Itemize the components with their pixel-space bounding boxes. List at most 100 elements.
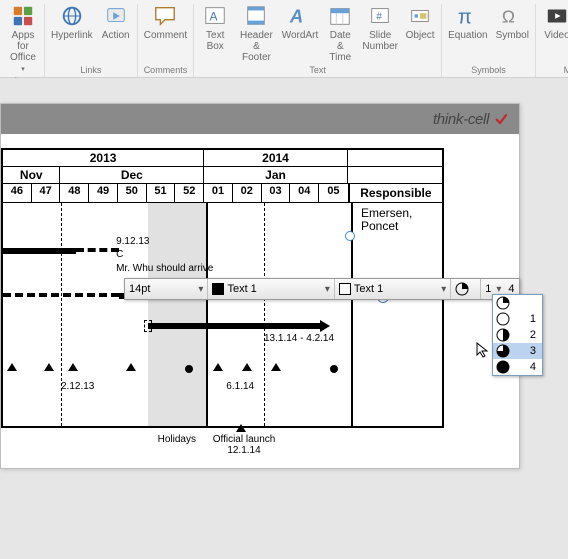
ribbon-hyperlink-button[interactable]: Hyperlink [51, 4, 93, 41]
format-fontsize-dropdown[interactable]: 14pt▾ [125, 279, 208, 299]
style-picker-value: 2 [516, 329, 536, 341]
gantt-week: 49 [89, 184, 118, 202]
ribbon-btn-label: Action [102, 30, 130, 41]
ribbon-object-button[interactable]: Object [405, 4, 435, 41]
ribbon-group-label: Symbols [471, 64, 506, 76]
gantt-task-bar[interactable] [3, 293, 119, 297]
pie-icon [496, 344, 510, 358]
ribbon: Apps forOffice ▾AppsHyperlink Action Links… [0, 0, 568, 78]
gantt-week: 03 [262, 184, 291, 202]
style-picker-option[interactable]: 1 [493, 311, 542, 327]
comment-icon [152, 4, 178, 28]
style-picker-option[interactable] [493, 295, 542, 311]
gantt-year: 2013 [3, 150, 204, 166]
ribbon-comment-button[interactable]: Comment [144, 4, 187, 41]
format-textcolor-dropdown[interactable]: Text 1▾ [208, 279, 334, 299]
gantt-week: 52 [175, 184, 204, 202]
gantt-milestone-circle[interactable] [185, 365, 193, 373]
ribbon-symbol-button[interactable]: ΩSymbol [496, 4, 529, 41]
gantt-arrow-bar[interactable] [148, 323, 322, 329]
format-toolbar[interactable]: 14pt▾Text 1▾Text 1▾1▾4 [124, 278, 520, 300]
ribbon-equation-button[interactable]: π Equation [448, 4, 487, 41]
style-picker-option[interactable]: 4 [493, 359, 542, 375]
gantt-task-bar[interactable] [3, 248, 76, 254]
ribbon-btn-label: Object [406, 30, 435, 41]
ribbon-group-comments: Comment Comments [138, 4, 195, 77]
ribbon-btn-label: Equation [448, 30, 487, 41]
ribbon-btn-label: Date &Time [325, 30, 355, 63]
ribbon-group-text: ATextBox Header& Footer A WordArt Date &Time… [194, 4, 442, 77]
style-picker-option[interactable]: 2 [493, 327, 542, 343]
gantt-milestone-triangle[interactable] [271, 363, 281, 371]
gantt-milestone-triangle[interactable] [68, 363, 78, 371]
gantt-week: 04 [290, 184, 319, 202]
cursor-icon [476, 342, 490, 361]
ribbon-btn-label: Video [544, 30, 568, 41]
gantt-body[interactable]: 9.12.13CMr. Whu should arrive13.1.14 - 4… [1, 203, 444, 428]
style-picker-option[interactable]: 3 [493, 343, 542, 359]
ribbon-action-button[interactable]: Action [101, 4, 131, 41]
symbol-icon: Ω [499, 4, 525, 28]
object-icon [407, 4, 433, 28]
ribbon-video-button[interactable]: Video [542, 4, 568, 41]
gantt-responsible-cell[interactable]: Emersen,Poncet [355, 205, 418, 235]
gantt-week: 02 [233, 184, 262, 202]
svg-text:π: π [458, 6, 472, 28]
ribbon-datetime-button[interactable]: Date &Time [325, 4, 355, 63]
ribbon-group-label: Media [564, 64, 568, 76]
format-style-dropdown[interactable] [451, 279, 481, 299]
gantt-annotation: 13.1.14 - 4.2.14 [264, 333, 334, 344]
gantt-milestone-triangle[interactable] [213, 363, 223, 371]
ribbon-btn-label: Header& Footer [238, 30, 274, 63]
gantt-annotation: Mr. Whu should arrive [116, 263, 213, 274]
svg-text:Ω: Ω [502, 6, 515, 26]
gantt-year: 2014 [204, 150, 348, 166]
pie-icon [496, 312, 510, 326]
style-picker-value: 1 [516, 313, 536, 325]
ribbon-btn-label: WordArt [282, 30, 319, 41]
gantt-week: 01 [204, 184, 233, 202]
video-icon [544, 4, 568, 28]
datetime-icon [327, 4, 353, 28]
document-area: think-cell 20132014NovDecJan464748495051… [0, 78, 568, 559]
gantt-annotation: C [116, 249, 123, 260]
gantt-chart[interactable]: 20132014NovDecJan46474849505152010203040… [1, 148, 519, 468]
ribbon-group-apps: Apps forOffice ▾Apps [2, 4, 45, 77]
pie-icon [496, 296, 510, 310]
ribbon-headerfooter-button[interactable]: Header& Footer [238, 4, 274, 63]
textbox-icon: A [202, 4, 228, 28]
equation-icon: π [455, 4, 481, 28]
selection-outline [345, 231, 355, 241]
ribbon-btn-label: SlideNumber [362, 30, 398, 52]
gantt-annotation: 6.1.14 [226, 381, 254, 392]
gantt-below-triangle [236, 424, 246, 432]
gantt-month: Nov [3, 167, 60, 183]
ribbon-btn-label: Apps forOffice ▾ [8, 30, 38, 75]
gantt-milestone-triangle[interactable] [7, 363, 17, 371]
gantt-milestone-circle[interactable] [330, 365, 338, 373]
pie-icon [496, 360, 510, 374]
ribbon-group-label: Text [309, 64, 326, 76]
ribbon-group-label: Comments [144, 64, 188, 76]
gantt-milestone-triangle[interactable] [44, 363, 54, 371]
ribbon-apps-for-office-button[interactable]: Apps forOffice ▾ [8, 4, 38, 75]
gantt-task-bar[interactable] [76, 248, 120, 252]
gantt-month: Dec [60, 167, 204, 183]
headerfooter-icon [243, 4, 269, 28]
format-fillcolor-dropdown[interactable]: Text 1▾ [335, 279, 451, 299]
gantt-milestone-triangle[interactable] [126, 363, 136, 371]
ribbon-wordart-button[interactable]: A WordArt [283, 4, 318, 41]
ribbon-group-label: Links [80, 64, 101, 76]
thinkcell-logo: think-cell [433, 111, 507, 128]
action-icon [103, 4, 129, 28]
style-picker-flyout[interactable]: 1 2 34 [492, 294, 543, 376]
gantt-vline [206, 203, 208, 426]
gantt-below-labels: HolidaysOfficial launch12.1.14 [1, 428, 444, 468]
ribbon-group-media: VideoAuMedia [536, 4, 568, 77]
svg-text:A: A [289, 5, 303, 26]
ribbon-textbox-button[interactable]: ATextBox [200, 4, 230, 52]
ribbon-slidenumber-button[interactable]: #SlideNumber [363, 4, 397, 52]
gantt-milestone-triangle[interactable] [242, 363, 252, 371]
gantt-week: 51 [147, 184, 176, 202]
gantt-annotation: 2.12.13 [61, 381, 94, 392]
